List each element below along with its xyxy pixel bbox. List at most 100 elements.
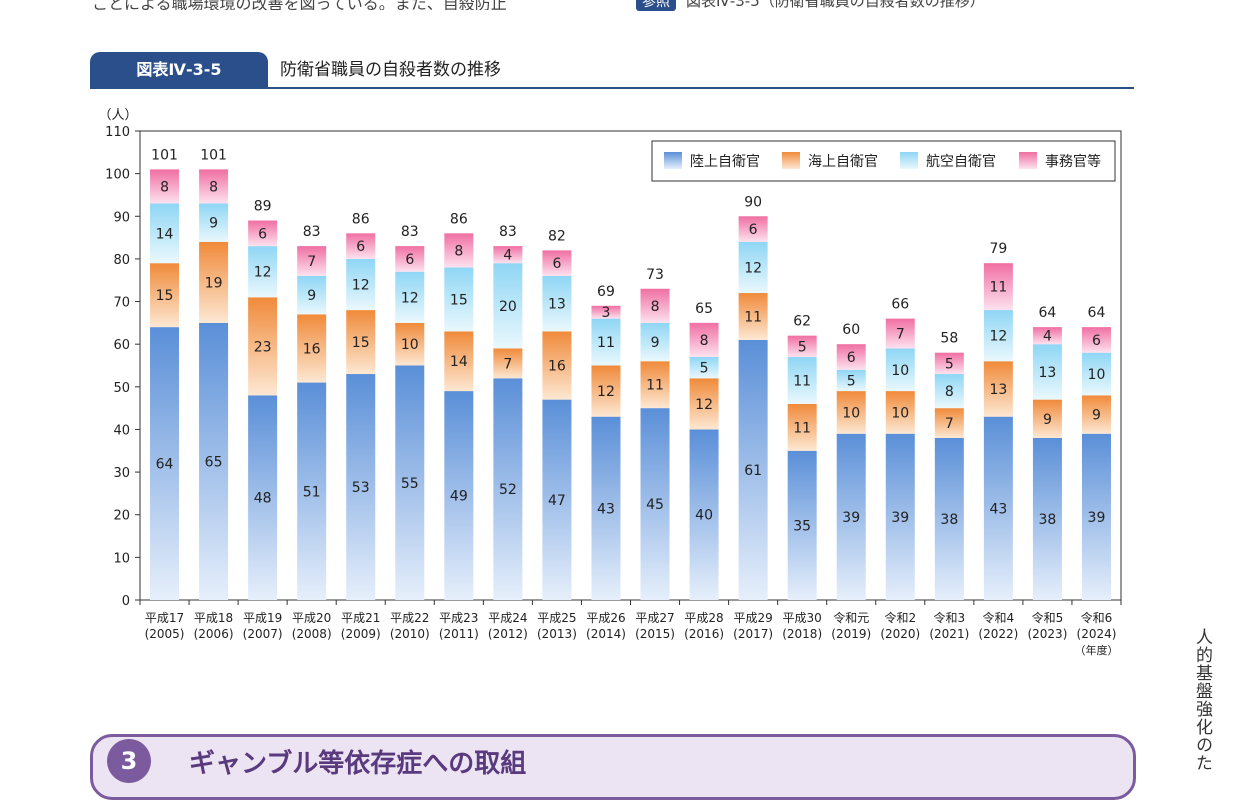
bar-value-label: 47 <box>548 493 566 509</box>
bar-value-label: 16 <box>548 359 566 375</box>
bar-segment <box>346 258 376 311</box>
bar-value-label: 5 <box>700 361 709 377</box>
bar-value-label: 38 <box>940 512 958 528</box>
bar-segment <box>395 365 425 600</box>
x-tick-label: 平成26 <box>586 611 625 625</box>
bar-segment <box>591 305 621 319</box>
bar-segment <box>885 318 915 349</box>
bar-segment <box>1081 327 1111 353</box>
bar-segment <box>346 374 376 600</box>
bar-value-label: 35 <box>793 518 811 534</box>
bar-segment <box>640 408 670 600</box>
figure-number-tab: 図表Ⅳ-3-5 <box>90 52 268 88</box>
bar-segment <box>542 331 572 400</box>
figure-header-rule <box>90 87 1134 89</box>
bar-value-label: 6 <box>258 226 267 242</box>
bar-value-label: 6 <box>749 222 758 238</box>
bar-total-label: 60 <box>842 322 860 338</box>
x-tick-label: 平成27 <box>635 611 674 625</box>
bar-segment <box>1032 399 1062 438</box>
bar-segment <box>542 250 572 276</box>
side-chapter-label: 人的基盤強化のた <box>1192 628 1212 772</box>
bar-value-label: 7 <box>307 254 316 270</box>
bar-value-label: 9 <box>1043 412 1052 428</box>
x-tick-label: 平成22 <box>390 611 429 625</box>
bar-value-label: 15 <box>450 292 468 308</box>
bar-value-label: 45 <box>646 497 664 513</box>
x-tick-year: (2024) <box>1077 627 1117 641</box>
bar-segment <box>248 297 278 396</box>
bar-value-label: 4 <box>1043 329 1052 345</box>
bar-value-label: 61 <box>744 463 762 479</box>
reference-badge: 参照 <box>636 0 676 11</box>
bar-segment <box>297 246 327 276</box>
x-tick-year: (2012) <box>488 627 528 641</box>
bar-segment <box>444 267 474 332</box>
bar-segment <box>787 335 817 357</box>
bar-value-label: 20 <box>499 299 517 315</box>
x-tick-label: 平成19 <box>243 611 282 625</box>
bar-total-label: 101 <box>200 147 227 163</box>
bar-value-label: 11 <box>793 420 811 436</box>
bar-segment <box>885 348 915 392</box>
bar-value-label: 43 <box>989 501 1007 517</box>
bar-value-label: 43 <box>597 501 615 517</box>
bar-value-label: 39 <box>891 510 909 526</box>
bar-value-label: 12 <box>352 277 370 293</box>
bar-segment <box>395 271 425 323</box>
legend-label: 航空自衛官 <box>926 154 996 170</box>
x-tick-label: 平成28 <box>684 611 723 625</box>
figure-reference[interactable]: 参照 図表Ⅳ-3-5（防衛省職員の自殺者数の推移） <box>636 0 985 11</box>
bar-segment <box>836 391 866 434</box>
bar-value-label: 12 <box>401 290 419 306</box>
bar-value-label: 8 <box>454 243 463 259</box>
bar-segment <box>493 348 523 379</box>
bar-value-label: 13 <box>1039 365 1057 381</box>
bar-segment <box>787 356 817 404</box>
y-tick-label: 70 <box>113 296 130 311</box>
x-axis-unit: （年度） <box>1074 643 1118 657</box>
bar-segment <box>983 263 1013 311</box>
bar-value-label: 12 <box>989 329 1007 345</box>
y-tick-label: 100 <box>105 168 130 183</box>
bar-value-label: 52 <box>499 482 517 498</box>
bar-segment <box>689 322 719 357</box>
x-tick-label: 令和6 <box>1081 610 1113 625</box>
bar-total-label: 64 <box>1088 305 1106 321</box>
bar-value-label: 10 <box>891 405 909 421</box>
bar-value-label: 11 <box>597 335 615 351</box>
x-tick-label: 令和5 <box>1032 610 1064 625</box>
bar-value-label: 15 <box>352 335 370 351</box>
x-tick-label: 平成24 <box>488 611 527 625</box>
bar-value-label: 65 <box>205 454 223 470</box>
bar-segment <box>934 437 964 600</box>
bar-segment <box>150 263 180 328</box>
reference-text: 図表Ⅳ-3-5（防衛省職員の自殺者数の推移） <box>686 0 985 10</box>
bar-segment <box>885 391 915 434</box>
bar-segment <box>297 314 327 383</box>
bar-value-label: 40 <box>695 508 713 524</box>
x-tick-label: 令和2 <box>884 610 916 625</box>
bar-value-label: 55 <box>401 476 419 492</box>
bar-value-label: 10 <box>891 363 909 379</box>
bar-value-label: 10 <box>401 337 419 353</box>
bar-segment <box>493 246 523 264</box>
bar-value-label: 49 <box>450 489 468 505</box>
bar-segment <box>934 374 964 409</box>
bar-segment <box>150 203 180 264</box>
bar-segment <box>836 433 866 600</box>
bar-value-label: 12 <box>254 265 272 281</box>
bar-segment <box>591 416 621 600</box>
bar-value-label: 12 <box>744 260 762 276</box>
figure-title: 防衛省職員の自殺者数の推移 <box>280 60 501 80</box>
bar-segment <box>444 331 474 392</box>
y-tick-label: 60 <box>113 338 130 353</box>
bar-segment <box>1032 344 1062 400</box>
bar-value-label: 23 <box>254 339 272 355</box>
bar-value-label: 7 <box>503 356 512 372</box>
bar-segment <box>346 310 376 375</box>
bar-value-label: 7 <box>896 327 905 343</box>
bar-segment <box>1081 395 1111 434</box>
bar-total-label: 62 <box>793 314 811 330</box>
bar-segment <box>346 233 376 259</box>
